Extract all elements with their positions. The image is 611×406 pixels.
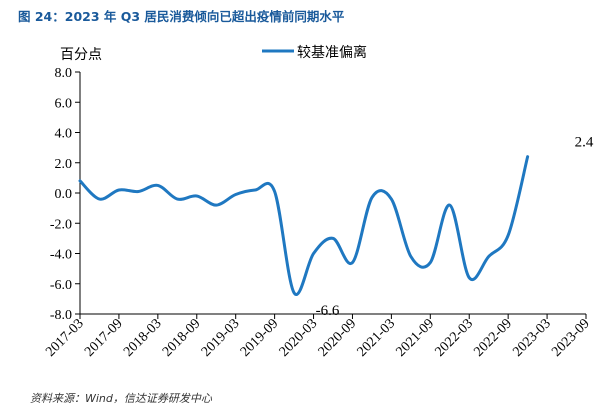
x-tick-label: 2018-03	[121, 316, 165, 360]
x-tick-label: 2017-09	[82, 316, 126, 360]
source-note: 资料来源：Wind，信达证券研发中心	[30, 392, 212, 405]
y-tick-label: -4.0	[50, 248, 72, 263]
y-tick-label: -6.0	[50, 278, 72, 293]
data-label: 2.4	[575, 135, 594, 151]
x-tick-label: 2021-09	[394, 316, 438, 360]
y-tick-label: -8.0	[50, 308, 72, 323]
x-tick-label: 2023-03	[510, 316, 554, 360]
y-tick-label: -2.0	[50, 217, 72, 232]
x-tick-label: 2019-09	[238, 316, 282, 360]
series-line	[78, 155, 530, 296]
x-tick-label: 2021-03	[355, 316, 399, 360]
y-tick-label: 8.0	[55, 66, 73, 81]
plot-area: -6.6 2.4	[78, 135, 594, 319]
y-tick-label: 0.0	[55, 187, 73, 202]
legend: 较基准偏离	[262, 44, 367, 61]
y-tick-label: 4.0	[55, 127, 73, 142]
x-tick-label: 2022-09	[471, 316, 515, 360]
data-label: -6.6	[316, 303, 340, 319]
y-axis-unit-label: 百分点	[60, 47, 102, 63]
x-tick-label: 2019-03	[199, 316, 243, 360]
y-tick-label: 6.0	[55, 96, 73, 111]
y-tick-label: 2.0	[55, 157, 73, 172]
x-tick-label: 2020-03	[277, 316, 321, 360]
x-tick-label: 2023-09	[549, 316, 593, 360]
x-tick-label: 2020-09	[316, 316, 360, 360]
legend-label: 较基准偏离	[297, 44, 367, 61]
x-tick-label: 2022-03	[432, 316, 476, 360]
x-tick-label: 2018-09	[160, 316, 204, 360]
figure-title: 图 24：2023 年 Q3 居民消费倾向已超出疫情前同期水平	[18, 9, 345, 24]
